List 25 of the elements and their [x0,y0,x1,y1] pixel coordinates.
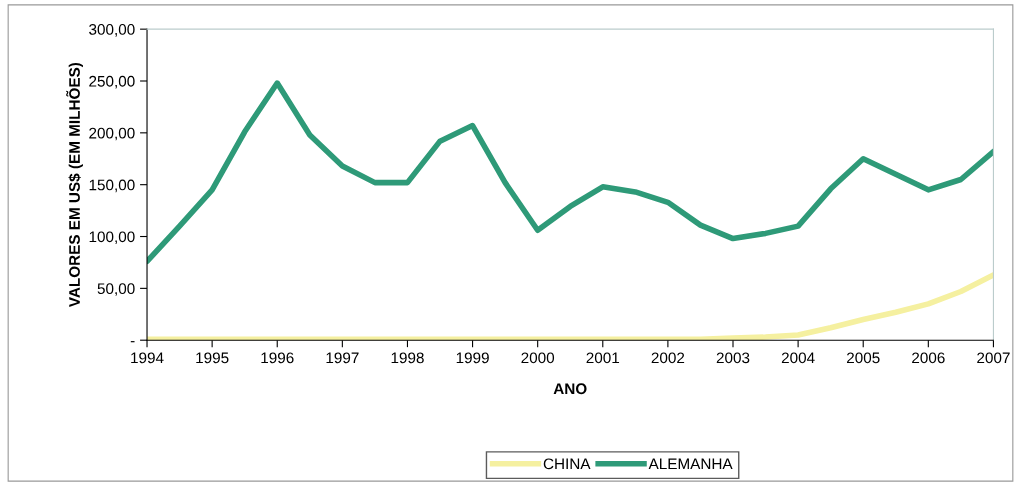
y-tick-label: - [130,341,135,343]
x-tick-label: 2004 [781,352,815,364]
legend-label: ALEMANHA [648,458,733,470]
x-tick-label: 1999 [456,352,489,364]
y-tick-label: 200,00 [89,127,135,141]
y-tick-label: 50,00 [97,283,135,296]
legend-label: CHINA [543,458,591,470]
x-tick-label: 2000 [521,352,555,364]
x-tick-label: 1997 [326,352,359,364]
x-tick-label: 2006 [912,352,945,364]
x-tick-label: 2005 [846,352,880,364]
x-tick-label: 2001 [586,352,620,364]
x-tick-label: 1995 [196,352,229,364]
y-tick-label: 250,00 [89,75,135,89]
y-axis-title: VALORES EM US$ (EM MILHÕES) [66,62,83,308]
y-tick-label: 300,00 [89,24,135,37]
x-tick-label: 1994 [131,352,164,364]
x-tick-label: 2007 [977,352,1010,364]
x-tick-label: 2002 [651,352,685,364]
y-tick-label: 150,00 [89,179,135,193]
x-tick-label: 1998 [391,352,424,364]
x-axis-title: ANO [553,383,587,395]
x-tick-label: 2003 [716,352,750,364]
y-tick-label: 100,00 [89,231,135,245]
x-tick-label: 1996 [261,352,294,364]
